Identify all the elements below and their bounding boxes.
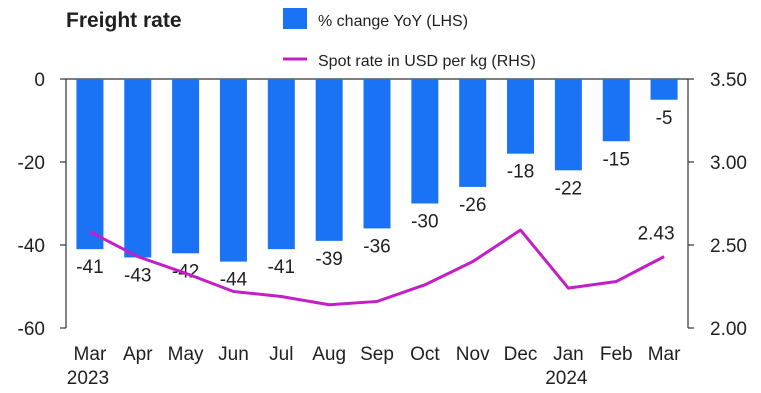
bar: [267, 79, 295, 250]
line-series: 2.43: [89, 224, 675, 307]
bar: [76, 79, 104, 250]
chart-title: Freight rate: [66, 9, 182, 32]
x-category-label: Mar: [648, 344, 681, 365]
bar: [650, 79, 678, 100]
bar: [124, 79, 152, 258]
x-category-label: May: [168, 344, 204, 365]
bar: [172, 79, 200, 254]
left-tick-label: -20: [18, 153, 45, 174]
bar-data-label: -26: [459, 195, 486, 216]
bar: [507, 79, 535, 154]
x-category-label: Jul: [269, 344, 293, 365]
line-end-label: 2.43: [638, 224, 675, 245]
x-axis-labels: Mar Apr May Jun Jul Aug Sep Oct Nov Dec Jan Feb Mar 2…: [67, 344, 681, 389]
x-category-label: Feb: [600, 344, 633, 365]
bar: [554, 79, 582, 171]
right-tick-label: 2.50: [710, 236, 747, 257]
x-category-label: Nov: [456, 344, 490, 365]
bar-data-label: -44: [220, 270, 248, 291]
bar: [411, 79, 439, 204]
x-category-label: Mar: [74, 344, 107, 365]
left-tick-label: -40: [18, 236, 45, 257]
bar-data-label: -18: [507, 162, 534, 183]
bar-data-label: -41: [76, 257, 103, 278]
bar: [363, 79, 391, 229]
x-category-label: Jan: [553, 344, 584, 365]
x-category-label: Oct: [410, 344, 440, 365]
spot-rate-line: [89, 228, 665, 307]
left-tick-label: 0: [34, 70, 45, 91]
bar-data-label: -30: [411, 212, 438, 233]
bar: [602, 79, 630, 142]
left-tick-label: -60: [18, 319, 45, 340]
x-year-label: 2023: [67, 368, 109, 388]
x-category-label: Dec: [504, 344, 538, 365]
bar-data-label: -22: [555, 178, 582, 199]
x-year-label: 2024: [545, 368, 588, 388]
legend-line-label: Spot rate in USD per kg (RHS): [318, 53, 536, 70]
bar: [459, 79, 487, 187]
legend-bar-swatch: [283, 8, 307, 29]
bar: [219, 79, 247, 262]
bar: [315, 79, 343, 241]
bar-data-label: -36: [363, 236, 390, 257]
right-tick-label: 3.50: [710, 70, 747, 91]
bar-series: [76, 79, 678, 262]
x-category-label: Sep: [360, 344, 394, 365]
bar-data-label: -41: [268, 257, 295, 278]
legend: % change YoY (LHS) Spot rate in USD per …: [283, 8, 536, 70]
bar-data-label: -43: [124, 265, 151, 286]
right-tick-label: 3.00: [710, 153, 747, 174]
right-tick-label: 2.00: [710, 319, 747, 340]
bar-data-label: -5: [656, 108, 673, 129]
x-category-label: Aug: [312, 344, 346, 365]
bar-data-label: -15: [602, 149, 629, 170]
x-category-label: Apr: [123, 344, 153, 365]
x-category-label: Jun: [218, 344, 249, 365]
bar-data-label: -39: [315, 249, 342, 270]
legend-bar-label: % change YoY (LHS): [318, 13, 468, 30]
axes: 0 -20 -40 -60 3.50 3.00 2.50 2.00: [18, 70, 747, 340]
